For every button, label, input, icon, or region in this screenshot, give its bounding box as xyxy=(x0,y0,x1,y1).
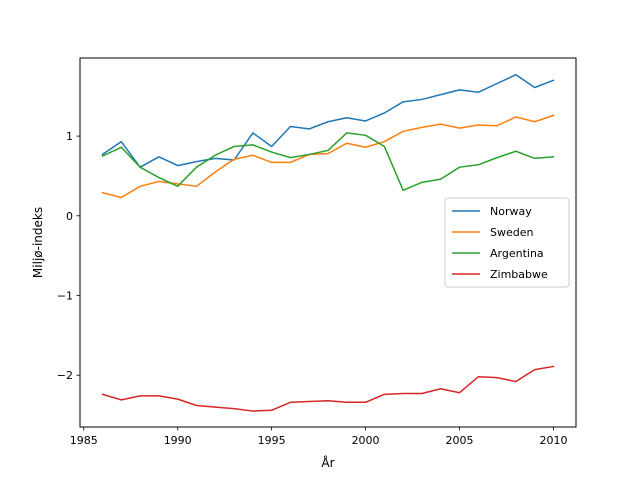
y-tick-label: −2 xyxy=(57,369,73,382)
y-ticks: −2 −1 0 1 xyxy=(57,130,80,382)
x-tick-label: 1995 xyxy=(258,434,286,447)
x-axis-label: År xyxy=(321,455,334,470)
y-axis-label: Miljø-indeks xyxy=(31,207,45,278)
legend-items: Norway Sweden Argentina Zimbabwe xyxy=(452,205,548,281)
y-tick-label: −1 xyxy=(57,289,73,302)
series-line-sweden xyxy=(101,114,555,199)
legend-label-zimbabwe: Zimbabwe xyxy=(490,268,548,281)
series-line-norway xyxy=(101,73,555,168)
x-tick-label: 2010 xyxy=(539,434,567,447)
series-layer xyxy=(101,73,555,412)
x-ticks: 1985 1990 1995 2000 2005 2010 xyxy=(70,427,567,447)
x-tick-label: 1985 xyxy=(70,434,98,447)
x-tick-label: 2005 xyxy=(446,434,474,447)
legend-label-sweden: Sweden xyxy=(490,226,533,239)
legend-label-argentina: Argentina xyxy=(490,247,544,260)
y-tick-label: 1 xyxy=(66,130,73,143)
legend-label-norway: Norway xyxy=(490,205,532,218)
series-line-zimbabwe xyxy=(101,365,555,412)
legend: Norway Sweden Argentina Zimbabwe xyxy=(444,197,570,288)
legend-frame xyxy=(444,197,570,288)
x-tick-label: 2000 xyxy=(352,434,380,447)
y-tick-label: 0 xyxy=(66,210,73,223)
x-tick-label: 1990 xyxy=(164,434,192,447)
axes-frame xyxy=(79,57,577,428)
series-line-argentina xyxy=(101,132,555,192)
